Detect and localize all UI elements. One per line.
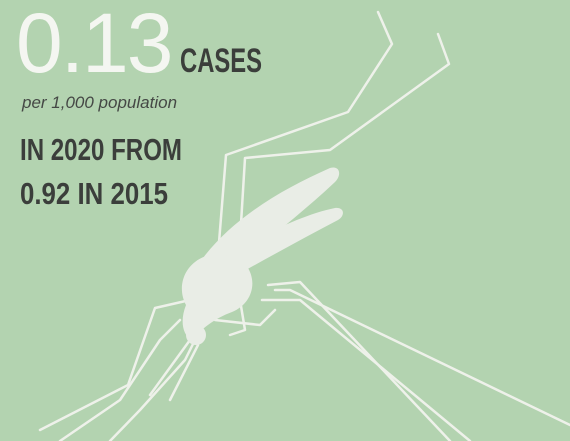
- leg: [216, 10, 394, 257]
- headline-unit: CASES: [180, 42, 262, 80]
- subline: per 1,000 population: [21, 93, 177, 112]
- body-line: 0.92 IN 2015: [20, 176, 168, 211]
- headline-value: 0.13: [16, 0, 172, 90]
- proboscis: [168, 343, 200, 402]
- leg: [38, 298, 192, 432]
- head: [186, 325, 206, 345]
- leg: [266, 280, 452, 441]
- wing: [215, 207, 343, 280]
- leg: [213, 308, 277, 327]
- proboscis: [148, 338, 192, 397]
- leg: [238, 32, 451, 242]
- mosquito-illustration: [38, 10, 570, 441]
- leg: [58, 318, 182, 441]
- wing: [200, 167, 340, 270]
- leg: [260, 298, 472, 441]
- leg: [228, 298, 247, 337]
- thorax: [181, 254, 253, 340]
- leg: [273, 288, 570, 427]
- body-line: IN 2020 FROM: [20, 132, 182, 167]
- leg: [108, 328, 202, 441]
